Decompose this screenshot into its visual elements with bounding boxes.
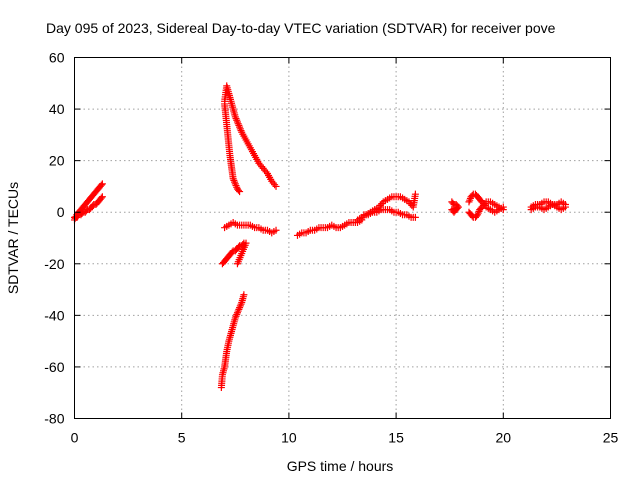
data-point: [236, 188, 244, 196]
data-point: [233, 260, 241, 268]
data-point: [466, 196, 474, 204]
data-point: [233, 116, 241, 124]
data-point: [561, 203, 569, 211]
x-tick-label: 25: [603, 430, 619, 446]
data-point: [228, 248, 236, 256]
data-point: [465, 198, 473, 206]
data-point: [230, 176, 238, 184]
y-tick-label: -60: [44, 359, 64, 375]
data-point: [231, 180, 239, 188]
data-point: [481, 200, 489, 208]
data-point: [78, 210, 86, 218]
data-point: [98, 193, 106, 201]
x-tick-label: 20: [496, 430, 512, 446]
data-point: [231, 314, 239, 322]
data-point: [454, 203, 462, 211]
data-point: [271, 181, 279, 189]
data-point: [411, 190, 419, 198]
y-tick-label: 20: [49, 153, 65, 169]
data-point: [240, 291, 248, 299]
chart-title: Day 095 of 2023, Sidereal Day-to-day VTE…: [46, 20, 556, 36]
y-tick-label: -80: [44, 411, 64, 427]
data-point: [272, 182, 280, 190]
data-point: [74, 212, 82, 220]
data-point: [237, 127, 245, 135]
data-point: [236, 304, 244, 312]
data-point: [236, 125, 244, 133]
x-axis-title: GPS time / hours: [287, 458, 394, 474]
data-point: [98, 180, 106, 188]
data-point: [229, 175, 237, 183]
plot-frame: [74, 57, 611, 419]
x-tick-label: 0: [71, 430, 79, 446]
data-point: [232, 312, 240, 320]
x-tick-label: 10: [281, 430, 297, 446]
data-point: [235, 186, 243, 194]
data-point: [231, 113, 239, 121]
data-point: [453, 204, 461, 212]
data-point: [82, 207, 90, 215]
data-point: [499, 206, 507, 214]
data-point: [233, 118, 241, 126]
data-point: [474, 211, 482, 219]
data-point: [232, 182, 240, 190]
data-point: [235, 305, 243, 313]
data-point: [234, 120, 242, 128]
data-point: [237, 300, 245, 308]
data-point: [236, 123, 244, 131]
data-point: [233, 309, 241, 317]
data-point: [449, 199, 457, 207]
data-point: [272, 226, 280, 234]
data-point: [97, 194, 105, 202]
y-tick-label: -20: [44, 256, 64, 272]
axis-ticks: [74, 57, 611, 419]
data-point: [89, 202, 97, 210]
data-points: [71, 82, 569, 392]
grid: [74, 57, 611, 419]
data-point: [411, 213, 419, 221]
y-tick-label: 60: [49, 50, 65, 66]
data-point: [232, 115, 240, 123]
data-point: [233, 310, 241, 318]
y-tick-label: 40: [49, 101, 65, 117]
data-point: [236, 302, 244, 310]
y-tick-labels: -80 -60 -40 -20 0 20 40 60: [44, 50, 64, 427]
data-point: [234, 307, 242, 315]
data-point: [235, 121, 243, 129]
y-tick-label: -40: [44, 307, 64, 323]
data-point: [378, 200, 386, 208]
x-tick-label: 15: [388, 430, 404, 446]
data-point: [262, 168, 270, 176]
data-point: [231, 178, 239, 186]
y-tick-label: 0: [57, 204, 65, 220]
x-tick-labels: 0 5 10 15 20 25: [71, 430, 619, 446]
data-point: [97, 181, 105, 189]
x-tick-label: 5: [178, 430, 186, 446]
y-axis-title: SDTVAR / TECUs: [5, 182, 21, 294]
data-point: [474, 209, 482, 217]
